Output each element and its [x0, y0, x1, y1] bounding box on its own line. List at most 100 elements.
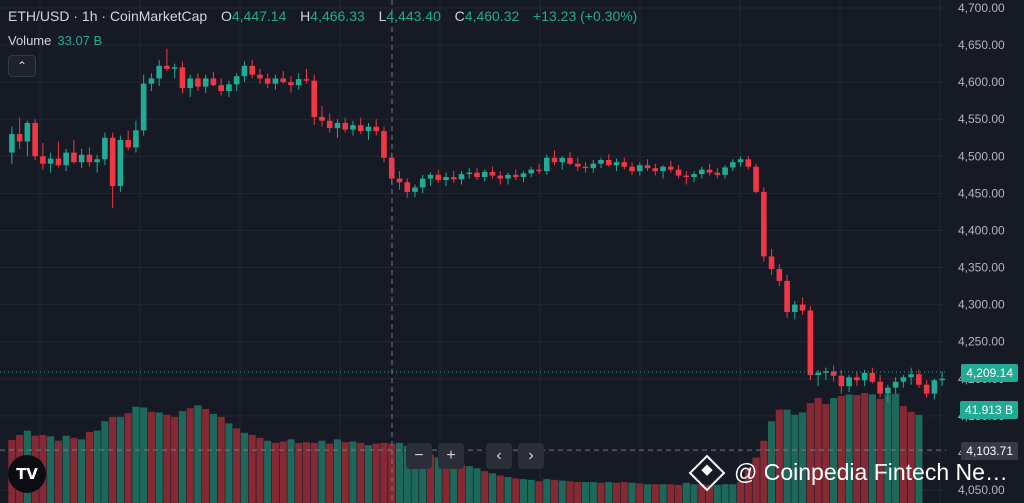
candle-body	[249, 65, 255, 75]
candle-body	[807, 310, 814, 376]
candle-body	[505, 174, 511, 179]
candle-body	[396, 178, 403, 183]
candle-body	[815, 372, 821, 376]
candle-body	[474, 172, 480, 178]
candle-body	[24, 122, 31, 142]
volume-bar	[264, 440, 272, 503]
volume-bar	[876, 398, 884, 503]
volume-bar	[457, 464, 466, 503]
interval-label[interactable]: 1h	[81, 8, 98, 24]
scroll-right-button[interactable]: ›	[518, 443, 544, 469]
volume-legend[interactable]: Volume 33.07 B	[8, 33, 102, 48]
volume-bar	[171, 416, 179, 503]
volume-bar	[636, 483, 644, 503]
volume-bar	[395, 442, 404, 503]
volume-bar	[775, 409, 783, 503]
scroll-left-button[interactable]: ‹	[486, 443, 512, 469]
y-tick-label: 4,300.00	[958, 298, 1005, 312]
volume-bar	[814, 398, 822, 503]
candle-body	[241, 65, 248, 77]
y-tick-label: 4,650.00	[958, 38, 1005, 52]
volume-bar	[248, 434, 256, 503]
legend-dot: ·	[101, 8, 110, 24]
volume-bar	[124, 413, 132, 503]
candle-body	[187, 78, 193, 89]
volume-bar	[279, 441, 287, 503]
candle-body	[916, 374, 922, 385]
candle-body	[171, 67, 178, 69]
candle-body	[156, 65, 162, 79]
candle-body	[691, 174, 697, 178]
candle-body	[365, 126, 372, 132]
volume-bar	[760, 440, 768, 503]
candle-body	[590, 163, 597, 169]
candles	[9, 48, 945, 403]
volume-bar	[907, 411, 915, 503]
volume-bar	[581, 482, 590, 503]
candle-body	[32, 122, 38, 157]
candle-body	[295, 79, 302, 86]
volume-value: 33.07 B	[57, 33, 103, 48]
candle-body	[148, 78, 155, 84]
volume-bar	[643, 484, 652, 503]
volume-bar	[372, 443, 380, 503]
candle-body	[272, 78, 279, 84]
volume-bar	[302, 442, 311, 503]
volume-bar	[690, 484, 698, 503]
zoom-in-button[interactable]: +	[438, 443, 464, 469]
volume-bar	[705, 484, 714, 503]
volume-bar	[186, 408, 194, 503]
candle-body	[102, 137, 108, 160]
candle-body	[652, 168, 659, 172]
volume-bar	[163, 414, 171, 503]
candle-body	[373, 126, 380, 132]
volume-bar	[333, 439, 342, 503]
y-tick-label: 4,450.00	[958, 186, 1005, 200]
volume-bar	[132, 406, 140, 503]
open-key: O	[220, 8, 232, 24]
volume-bar	[744, 468, 752, 503]
candle-body	[939, 378, 945, 381]
candle-body	[264, 78, 271, 84]
chart-navigation: − + ‹ ›	[406, 443, 544, 469]
volume-bar	[295, 442, 303, 503]
last-price-tag: 4,209.14	[961, 364, 1018, 382]
candle-body	[195, 78, 201, 87]
volume-bar	[667, 484, 675, 503]
volume-bar	[504, 476, 512, 503]
price-axis: 4,050.004,100.004,150.004,200.004,250.00…	[958, 1, 1005, 497]
candle-body	[768, 256, 775, 270]
volume-bar	[721, 484, 729, 503]
y-tick-label: 4,050.00	[958, 483, 1005, 497]
volume-bar	[364, 445, 373, 503]
candle-body	[574, 163, 581, 167]
candle-body	[536, 169, 542, 172]
volume-bar	[892, 393, 900, 503]
candle-body	[388, 157, 395, 179]
candle-body	[823, 371, 829, 373]
zoom-out-button[interactable]: −	[406, 443, 432, 469]
candle-body	[133, 130, 139, 148]
volume-bar	[535, 481, 543, 503]
candle-body	[931, 380, 938, 394]
volume-bar	[194, 405, 202, 503]
symbol-label[interactable]: ETH/USD	[8, 8, 70, 24]
candle-body	[78, 154, 85, 163]
candle-body	[357, 125, 364, 132]
candle-body	[435, 174, 442, 181]
tradingview-logo[interactable]: TV	[8, 455, 46, 493]
high-key: H	[300, 8, 311, 24]
volume-bar	[78, 439, 86, 503]
volume-bar	[620, 482, 628, 503]
candle-body	[861, 372, 868, 381]
volume-bar	[791, 414, 799, 503]
candle-body	[412, 187, 418, 192]
candle-body	[699, 169, 705, 175]
candle-body	[55, 158, 62, 166]
collapse-legend-button[interactable]: ⌃	[8, 55, 36, 77]
volume-bar	[783, 409, 791, 503]
candle-body	[16, 134, 23, 142]
candle-body	[520, 173, 527, 178]
